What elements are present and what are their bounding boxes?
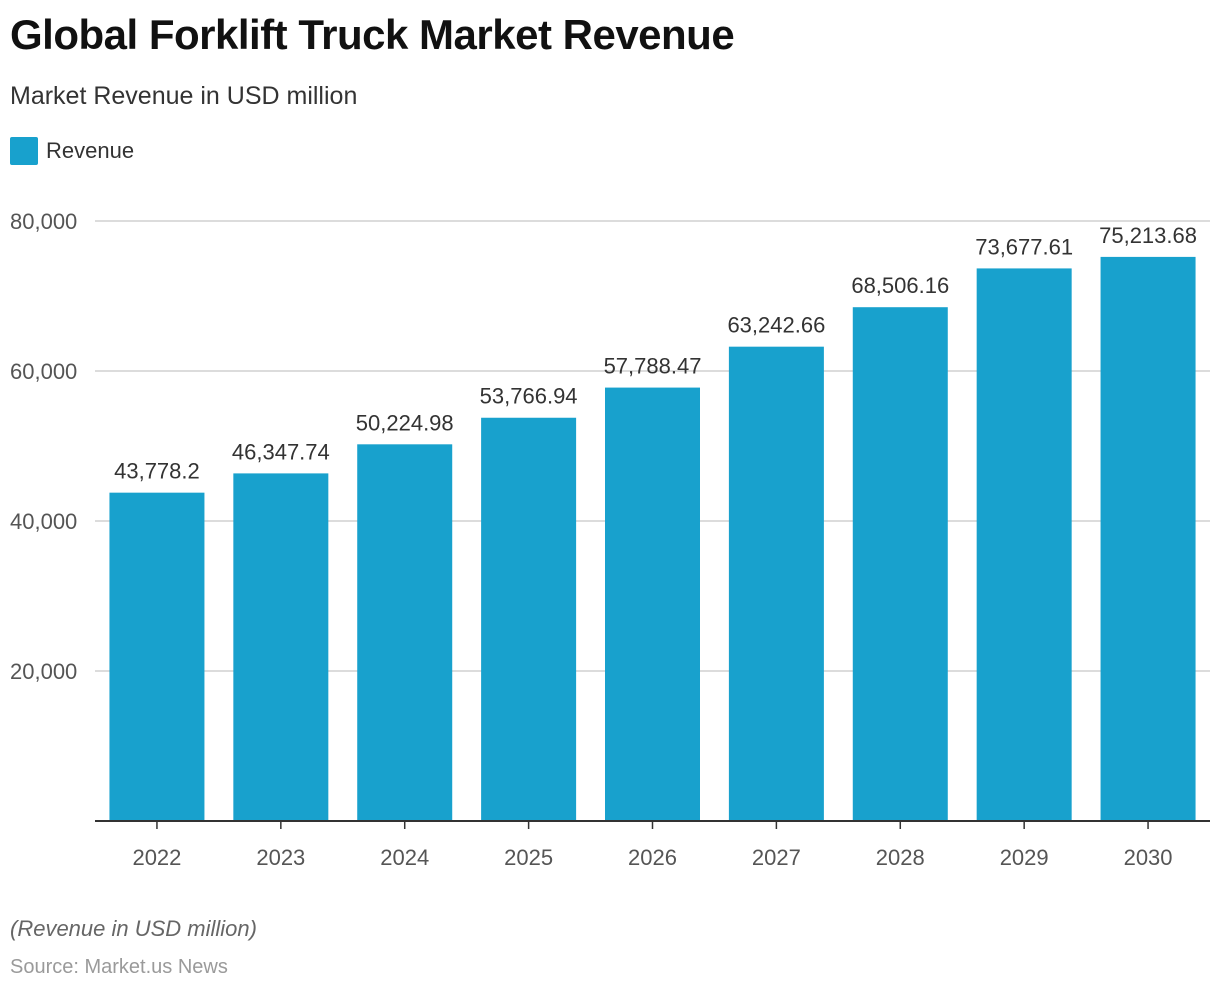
bar-2027 <box>728 346 824 821</box>
data-label-2028: 68,506.16 <box>851 273 949 298</box>
data-label-2029: 73,677.61 <box>975 234 1073 259</box>
bar-2024 <box>357 444 453 821</box>
legend-label-revenue: Revenue <box>46 138 135 163</box>
chart-subtitle: Market Revenue in USD million <box>10 82 358 110</box>
x-tick-label-2029: 2029 <box>1000 845 1049 870</box>
legend: Revenue <box>10 136 134 166</box>
data-label-2027: 63,242.66 <box>727 313 825 338</box>
bar-2026 <box>605 387 700 821</box>
bar-2030 <box>1100 256 1196 821</box>
bar-2022 <box>109 492 205 821</box>
data-label-2023: 46,347.74 <box>232 439 330 464</box>
x-tick-label-2023: 2023 <box>256 845 305 870</box>
footnote: (Revenue in USD million) <box>10 916 257 941</box>
y-tick-label: 80,000 <box>10 209 77 234</box>
x-tick-label-2030: 2030 <box>1124 845 1173 870</box>
data-label-2024: 50,224.98 <box>356 410 454 435</box>
chart-title: Global Forklift Truck Market Revenue <box>10 11 735 58</box>
y-tick-label: 60,000 <box>10 359 77 384</box>
data-label-2030: 75,213.68 <box>1099 223 1197 248</box>
x-tick-label-2027: 2027 <box>752 845 801 870</box>
bar-2023 <box>233 473 329 821</box>
y-tick-label: 20,000 <box>10 659 77 684</box>
bar-2025 <box>481 417 577 821</box>
y-tick-label: 40,000 <box>10 509 77 534</box>
x-axis: 2022 2023 2024 2025 2026 2027 2028 2029 2030 <box>95 820 1210 870</box>
source-credit: Source: Market.us News <box>10 956 228 978</box>
x-tick-label-2022: 2022 <box>132 845 181 870</box>
x-tick-label-2024: 2024 <box>380 845 429 870</box>
bar-chart: 20,000 40,000 60,000 80,000 43,778.2 46,347.… <box>10 209 1210 870</box>
data-labels: 43,778.2 46,347.74 50,224.98 53,766.94 57,78… <box>114 223 1197 484</box>
data-label-2025: 53,766.94 <box>480 384 578 409</box>
data-label-2026: 57,788.47 <box>604 354 702 379</box>
data-label-2022: 43,778.2 <box>114 459 200 484</box>
bar-2029 <box>976 268 1072 821</box>
x-tick-label-2026: 2026 <box>628 845 677 870</box>
bar-2028 <box>852 307 948 821</box>
y-axis-ticks: 20,000 40,000 60,000 80,000 <box>10 209 77 684</box>
bars <box>109 256 1196 821</box>
legend-swatch-revenue <box>10 137 38 165</box>
x-tick-label-2025: 2025 <box>504 845 553 870</box>
x-tick-label-2028: 2028 <box>876 845 925 870</box>
